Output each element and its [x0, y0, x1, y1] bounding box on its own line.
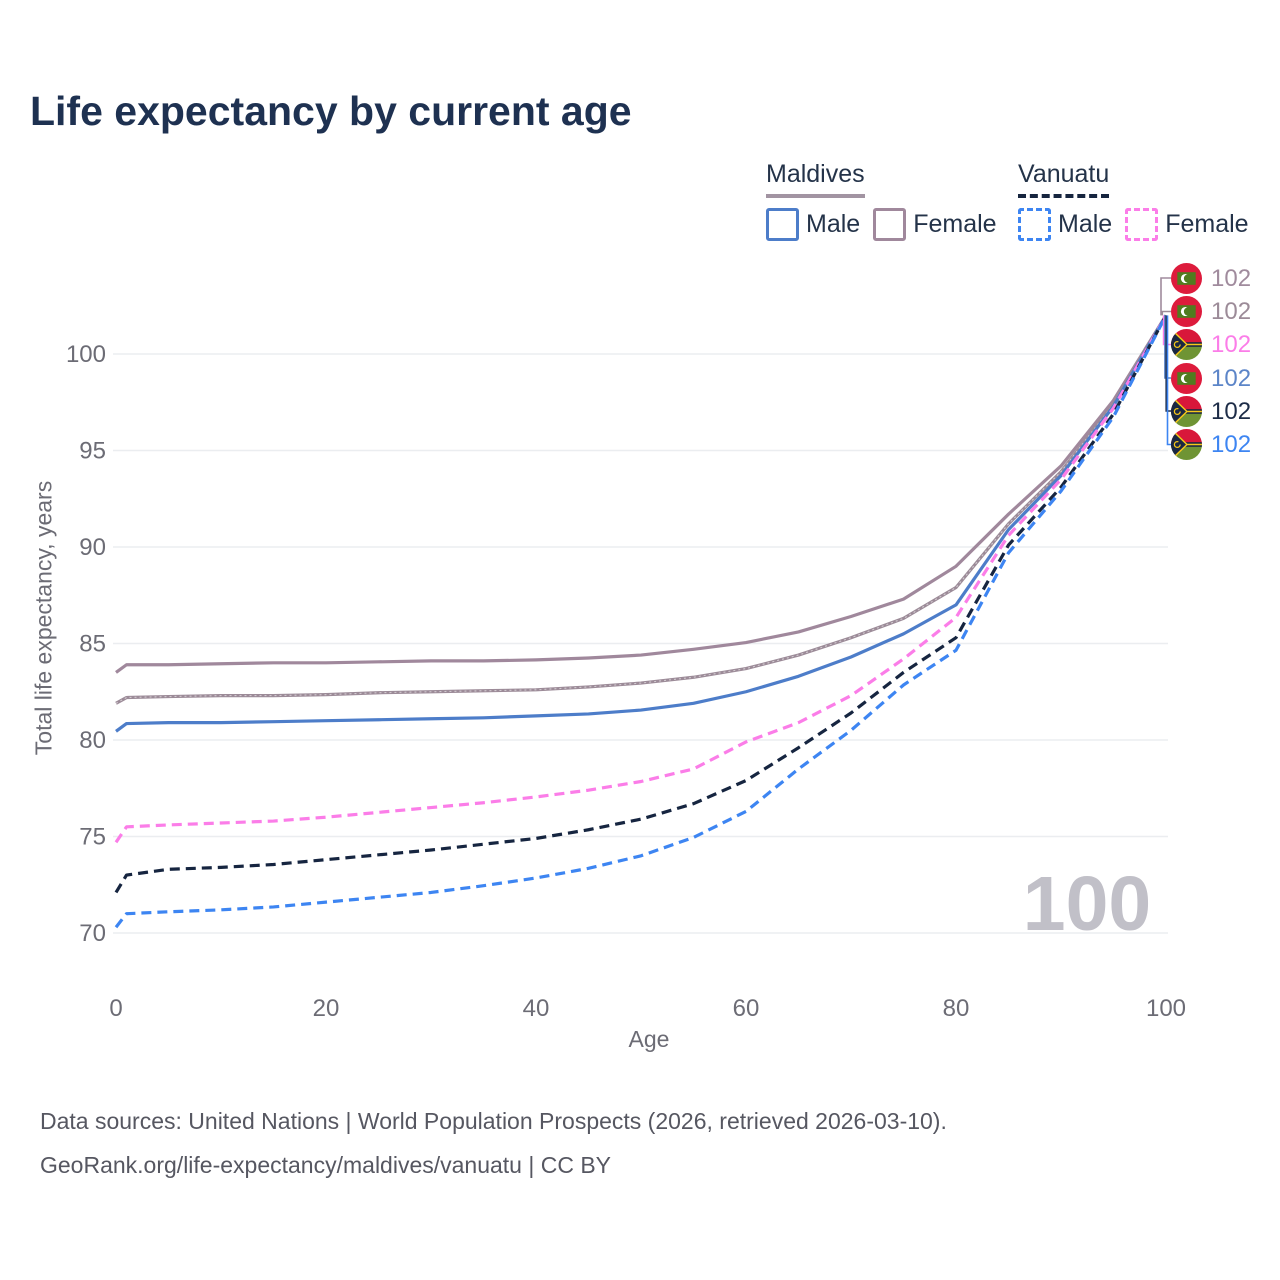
legend-item-label: Male [1058, 210, 1113, 238]
y-axis-tick-label: 90 [79, 534, 106, 561]
vanuatu-male-swatch-icon [1018, 208, 1051, 241]
x-axis-tick-label: 100 [1146, 995, 1186, 1022]
series-line-maldives-both-sexes [115, 314, 1168, 705]
end-label-connector [1161, 310, 1171, 316]
series-line-vanuatu-female [114, 314, 1168, 844]
legend-items-maldives: Male Female [766, 208, 997, 241]
y-axis-tick-label: 75 [79, 824, 106, 851]
legend-item-maldives-female[interactable]: Female [873, 208, 997, 241]
attribution-link-text[interactable]: GeoRank.org/life-expectancy/maldives/van… [40, 1152, 612, 1178]
end-label-maldives-male: 102 [1171, 362, 1252, 394]
end-value-label: 102 [1211, 331, 1252, 358]
legend-item-label: Female [1165, 210, 1249, 238]
legend-item-vanuatu-male[interactable]: Male [1018, 208, 1112, 241]
legend-header-vanuatu[interactable]: Vanuatu [1018, 160, 1110, 198]
y-axis-tick-label: 80 [79, 727, 106, 754]
legend-item-label: Male [806, 210, 861, 238]
end-value-label: 102 [1211, 298, 1252, 325]
series-line-vanuatu-male [114, 314, 1168, 929]
end-label-vanuatu-both-sexes: 102 [1171, 395, 1252, 427]
legend-header-maldives[interactable]: Maldives [766, 160, 865, 198]
y-axis-tick-label: 85 [79, 631, 106, 658]
end-value-label: 102 [1211, 397, 1252, 425]
maldives-male-swatch-icon [766, 208, 799, 241]
footer: Data sources: United Nations | World Pop… [40, 1108, 947, 1196]
legend-item-label: Female [913, 210, 997, 238]
end-label-maldives-both-sexes: 102 [1171, 296, 1251, 327]
vanuatu-flag-icon [1171, 329, 1202, 360]
maldives-flag-icon [1171, 362, 1202, 394]
vanuatu-female-swatch-icon [1125, 208, 1159, 241]
maldives-flag-icon [1171, 262, 1202, 294]
series-line-maldives-female [115, 314, 1168, 674]
vanuatu-flag-icon [1171, 429, 1202, 460]
page-title: Life expectancy by current age [30, 88, 632, 134]
end-value-label: 102 [1211, 431, 1252, 458]
legend-items-vanuatu: Male Female [1018, 208, 1249, 241]
y-axis-title: Total life expectancy, years [30, 480, 57, 756]
legend-group-maldives: Maldives Male Female [766, 160, 997, 241]
x-axis-tick-label: 60 [733, 995, 760, 1022]
end-label-connector [1166, 315, 1171, 446]
series-line-maldives-male [115, 314, 1168, 733]
x-axis-tick-label: 20 [313, 995, 340, 1022]
end-value-label: 102 [1211, 364, 1252, 392]
age-counter-watermark: 100 [1022, 861, 1152, 947]
end-label-connector [1164, 315, 1171, 379]
legend-group-vanuatu: Vanuatu Male Female [1018, 160, 1249, 241]
maldives-flag-icon [1171, 296, 1202, 327]
maldives-female-swatch-icon [873, 208, 907, 241]
legend-item-maldives-male[interactable]: Male [766, 208, 860, 241]
end-value-label: 102 [1211, 264, 1252, 292]
end-label-maldives-female: 102 [1171, 262, 1252, 294]
x-axis-tick-label: 80 [943, 995, 970, 1022]
end-label-connector [1165, 315, 1171, 412]
y-axis-tick-label: 70 [79, 920, 106, 947]
x-axis-tick-label: 0 [109, 995, 122, 1022]
data-sources-text: Data sources: United Nations | World Pop… [40, 1108, 947, 1134]
vanuatu-flag-icon [1171, 395, 1202, 427]
end-label-connector [1160, 277, 1171, 316]
series-line-texture [115, 315, 1167, 704]
end-label-connector [1162, 315, 1171, 346]
y-axis-tick-label: 100 [66, 341, 106, 368]
end-label-vanuatu-female: 102 [1171, 329, 1251, 360]
end-label-vanuatu-male: 102 [1171, 429, 1251, 460]
legend-item-vanuatu-female[interactable]: Female [1125, 208, 1249, 241]
series-line-vanuatu-both-sexes [114, 314, 1168, 894]
y-axis-tick-label: 95 [79, 438, 106, 465]
x-axis-tick-label: 40 [523, 995, 550, 1022]
x-axis-title: Age [628, 1026, 670, 1052]
